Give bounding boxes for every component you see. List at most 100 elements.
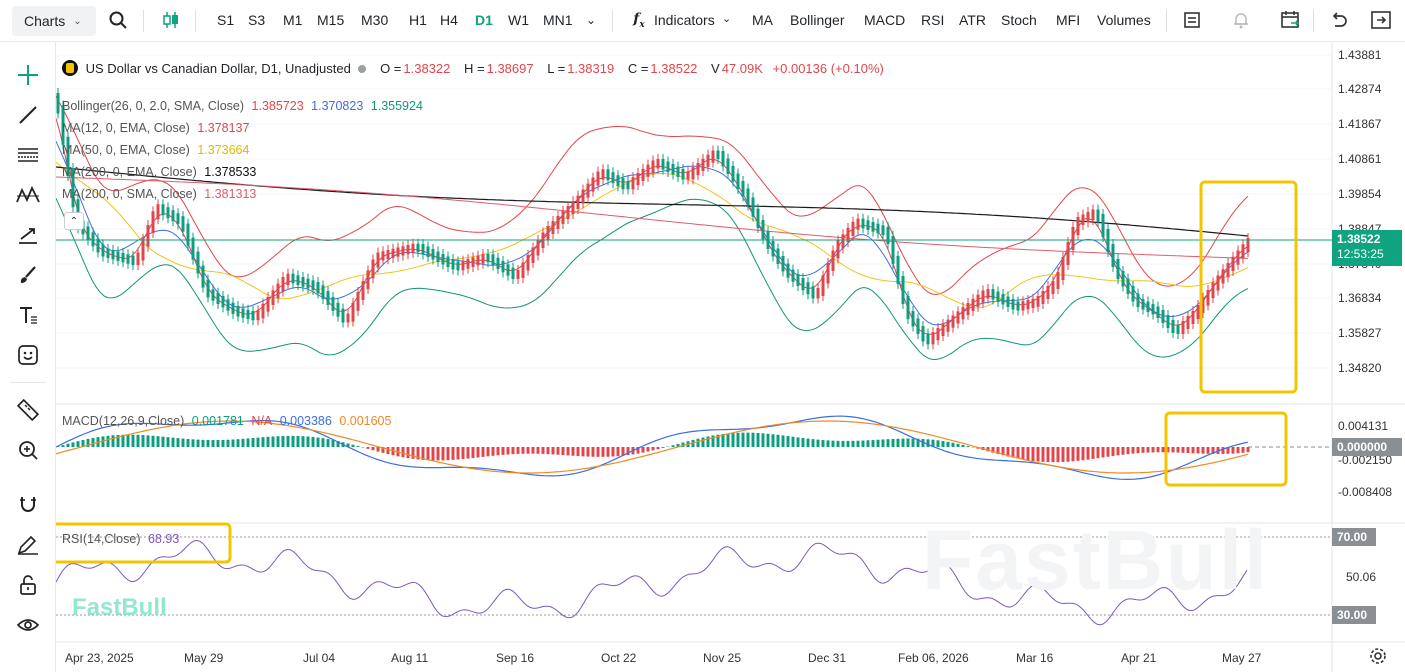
macd-histogram-bar (1226, 447, 1230, 454)
ruler-icon[interactable] (14, 396, 42, 424)
macd-histogram-bar (141, 435, 145, 447)
macd-histogram-bar (1066, 447, 1070, 462)
timeframe-mn1[interactable]: MN1 (543, 12, 573, 28)
candlestick-type-icon[interactable] (160, 9, 182, 31)
text-tool-icon[interactable] (14, 301, 42, 329)
lock-icon[interactable] (14, 571, 42, 599)
timeframe-d1[interactable]: D1 (475, 12, 493, 28)
alert-bell-icon[interactable] (1230, 9, 1252, 31)
crosshair-icon[interactable] (14, 61, 42, 89)
macd-histogram-bar (56, 446, 60, 447)
brush-icon[interactable] (14, 261, 42, 289)
eye-icon[interactable] (14, 611, 42, 639)
macd-histogram-bar (1056, 447, 1060, 463)
horizontal-lines-icon[interactable] (14, 141, 42, 169)
chart-canvas[interactable]: 1.438811.428741.418671.408611.398541.388… (56, 42, 1405, 672)
ma12-legend[interactable]: MA(12, 0, EMA, Close) 1.378137 (62, 121, 253, 135)
candle-body (271, 290, 275, 305)
template-icon[interactable] (1181, 9, 1203, 31)
close-value: 1.38522 (650, 61, 698, 76)
macd-histogram-bar (176, 438, 180, 447)
indicator-bollinger[interactable]: Bollinger (790, 12, 845, 28)
chart-area[interactable]: 1.43881 1.42874 1.41867 1.40861 1.39854 1.388… (56, 42, 1405, 672)
timeframe-m1[interactable]: M1 (283, 12, 303, 28)
macd-histogram-bar (1211, 447, 1215, 454)
emoji-icon[interactable] (14, 341, 42, 369)
zoom-in-icon[interactable] (14, 436, 42, 464)
macd-histogram-bar (841, 440, 845, 447)
macd-histogram-bar (626, 447, 630, 456)
pattern-icon[interactable] (14, 181, 42, 209)
projection-icon[interactable] (14, 221, 42, 249)
timeframe-m15[interactable]: M15 (317, 12, 345, 28)
indicator-stoch[interactable]: Stoch (1001, 12, 1037, 28)
candle-body (1011, 299, 1015, 310)
macd-histogram-bar (346, 443, 350, 447)
macd-histogram-bar (766, 433, 770, 447)
ma50-legend[interactable]: MA(50, 0, EMA, Close) 1.373664 (62, 143, 253, 157)
timeframe-h4[interactable]: H4 (440, 12, 458, 28)
magnet-icon[interactable] (14, 491, 42, 519)
candle-body (1146, 301, 1150, 312)
macd-histogram-bar (151, 435, 155, 447)
candle-body (496, 257, 500, 269)
indicator-rsi[interactable]: RSI (921, 12, 945, 28)
macd-histogram-bar (696, 438, 700, 447)
candle-body (246, 309, 250, 319)
candle-body (901, 276, 905, 304)
candle-body (381, 251, 385, 261)
timeframe-s1[interactable]: S1 (217, 12, 235, 28)
search-icon[interactable] (107, 9, 129, 31)
macd-histogram-bar (1231, 447, 1235, 454)
candle-body (531, 247, 535, 263)
indicator-atr[interactable]: ATR (959, 12, 986, 28)
macd-histogram-bar (856, 440, 860, 447)
candle-body (646, 164, 650, 177)
timeframe-s3[interactable]: S3 (248, 12, 266, 28)
macd-histogram-bar (821, 440, 825, 447)
volume-label: V (711, 61, 720, 76)
settings-gear-icon[interactable] (1368, 646, 1390, 668)
timeframe-m30[interactable]: M30 (361, 12, 389, 28)
candle-body (921, 326, 925, 342)
undo-icon[interactable] (1328, 9, 1350, 31)
timeframe-w1[interactable]: W1 (508, 12, 529, 28)
macd-histogram-bar (616, 447, 620, 457)
indicator-macd[interactable]: MACD (864, 12, 906, 28)
candle-body (856, 218, 860, 230)
timeframe-h1[interactable]: H1 (409, 12, 427, 28)
candle-body (156, 204, 160, 220)
candle-body (166, 207, 170, 219)
trend-line-icon[interactable] (14, 101, 42, 129)
rsi-legend[interactable]: RSI(14,Close) 68.93 (62, 532, 183, 546)
timeframe-more-chevron-icon[interactable]: ⌄ (585, 13, 597, 27)
divider (10, 382, 46, 383)
candle-body (771, 241, 775, 257)
symbol-legend: US Dollar vs Canadian Dollar, D1, Unadju… (62, 60, 888, 76)
indicator-mfi[interactable]: MFI (1056, 12, 1081, 28)
charts-dropdown[interactable]: Charts ⌄ (12, 6, 96, 36)
indicator-ma[interactable]: MA (752, 12, 773, 28)
macd-histogram-bar (946, 441, 950, 447)
macd-histogram-bar (1196, 447, 1200, 454)
ma200sma-legend[interactable]: MA(200, 0, SMA, Close) 1.381313 (62, 187, 260, 201)
macd-histogram-bar (1111, 447, 1115, 457)
calendar-icon[interactable] (1279, 9, 1301, 31)
macd-histogram-bar (641, 447, 645, 453)
fullscreen-exit-icon[interactable] (1370, 9, 1392, 31)
indicator-volumes[interactable]: Volumes (1097, 12, 1151, 28)
macd-hist-value: 0.001781 (191, 414, 244, 428)
macd-histogram-bar (136, 434, 140, 447)
candle-body (181, 216, 185, 232)
macd-histogram-bar (816, 439, 820, 447)
indicators-chevron-icon[interactable]: ⌄ (722, 13, 732, 25)
collapse-legend-chevron-icon[interactable]: ⌃ (64, 212, 84, 230)
candle-body (1171, 320, 1175, 333)
indicators-button[interactable]: Indicators (654, 12, 715, 28)
macd-histogram-bar (171, 437, 175, 447)
macd-histogram-bar (496, 447, 500, 456)
bollinger-legend[interactable]: Bollinger(26, 0, 2.0, SMA, Close) 1.3857… (62, 99, 427, 113)
macd-legend[interactable]: MACD(12,26,9,Close) 0.001781 N/A 0.00338… (62, 414, 395, 428)
pencil-lock-icon[interactable] (14, 531, 42, 559)
ma200ema-legend[interactable]: MA(200, 0, EMA, Close) 1.378533 (62, 165, 260, 179)
